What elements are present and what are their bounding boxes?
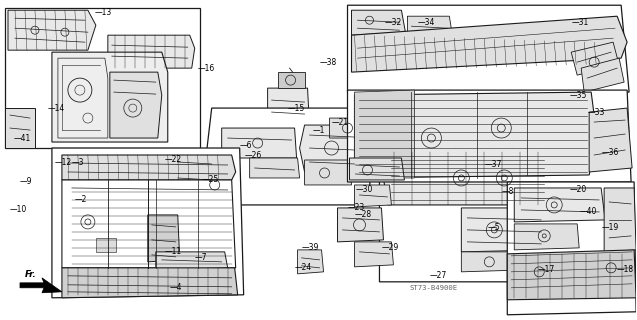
Text: —4: —4 (169, 283, 182, 292)
Text: —16: —16 (197, 64, 215, 73)
Polygon shape (355, 90, 415, 178)
Text: —40: —40 (579, 207, 597, 216)
Polygon shape (329, 118, 368, 138)
Polygon shape (268, 88, 310, 128)
Text: —24: —24 (294, 263, 312, 272)
Polygon shape (408, 16, 452, 37)
Polygon shape (5, 108, 35, 148)
Text: —2: —2 (75, 196, 87, 204)
Polygon shape (20, 278, 62, 293)
Polygon shape (352, 10, 405, 35)
Text: —27: —27 (429, 271, 447, 280)
Text: —38: —38 (320, 58, 337, 67)
Polygon shape (338, 208, 383, 242)
Polygon shape (461, 252, 526, 272)
Polygon shape (156, 252, 227, 270)
Polygon shape (62, 155, 236, 180)
Text: —25: —25 (202, 175, 219, 184)
Polygon shape (278, 72, 304, 88)
Text: —28: —28 (355, 211, 371, 220)
Polygon shape (355, 92, 597, 178)
Polygon shape (197, 172, 238, 198)
Polygon shape (250, 158, 299, 178)
Polygon shape (604, 188, 636, 252)
Polygon shape (222, 128, 297, 158)
Text: —17: —17 (537, 265, 554, 274)
Text: —39: —39 (301, 244, 319, 252)
Text: —36: —36 (601, 148, 619, 156)
Polygon shape (383, 152, 551, 205)
Polygon shape (507, 250, 636, 300)
Polygon shape (299, 125, 361, 172)
Polygon shape (62, 268, 238, 298)
Polygon shape (168, 152, 220, 198)
Text: —19: —19 (601, 223, 619, 232)
Polygon shape (514, 188, 605, 222)
Polygon shape (350, 158, 404, 180)
Text: —35: —35 (569, 91, 587, 100)
Polygon shape (304, 160, 352, 185)
Text: —11: —11 (165, 247, 182, 256)
Polygon shape (380, 148, 559, 282)
Text: —29: —29 (382, 244, 399, 252)
Polygon shape (348, 5, 629, 92)
Text: —21: —21 (331, 117, 348, 126)
Polygon shape (297, 250, 324, 274)
Text: —3: —3 (72, 158, 84, 167)
Text: —9: —9 (20, 178, 32, 187)
Polygon shape (581, 58, 624, 92)
Text: —37: —37 (484, 161, 502, 170)
Text: —23: —23 (348, 204, 365, 212)
Polygon shape (52, 52, 168, 142)
Polygon shape (571, 42, 619, 75)
Text: —8: —8 (501, 188, 513, 196)
Polygon shape (8, 10, 96, 50)
Text: —18: —18 (617, 265, 634, 274)
Text: —41: —41 (14, 133, 31, 142)
Polygon shape (62, 180, 236, 268)
Text: Fr.: Fr. (25, 270, 37, 279)
Polygon shape (514, 224, 579, 250)
Polygon shape (204, 108, 375, 205)
Polygon shape (52, 148, 244, 298)
Text: —34: —34 (417, 18, 435, 27)
Text: —13: —13 (95, 8, 112, 17)
Text: ST73-B4900E: ST73-B4900E (410, 285, 457, 291)
Bar (96, 238, 116, 252)
Text: —6: —6 (240, 140, 252, 149)
Polygon shape (355, 242, 394, 267)
Text: —20: —20 (569, 186, 587, 195)
Text: —22: —22 (165, 156, 182, 164)
Text: —7: —7 (195, 253, 207, 262)
Polygon shape (148, 215, 180, 262)
Polygon shape (110, 72, 162, 138)
Polygon shape (507, 182, 636, 315)
Polygon shape (352, 16, 627, 72)
Text: —26: —26 (245, 150, 262, 159)
Text: —12: —12 (55, 158, 72, 167)
Polygon shape (5, 8, 200, 148)
Text: —1: —1 (313, 125, 325, 134)
Polygon shape (355, 185, 392, 207)
Text: —33: —33 (587, 108, 605, 116)
Text: —30: —30 (355, 186, 373, 195)
Text: —32: —32 (385, 18, 402, 27)
Text: —31: —31 (571, 18, 589, 27)
Polygon shape (589, 108, 632, 172)
Text: —10: —10 (10, 205, 27, 214)
Text: —5: —5 (487, 223, 500, 232)
Polygon shape (108, 35, 195, 68)
Text: —15: —15 (287, 104, 305, 113)
Polygon shape (461, 208, 546, 252)
Polygon shape (348, 90, 631, 182)
Text: —14: —14 (48, 104, 65, 113)
